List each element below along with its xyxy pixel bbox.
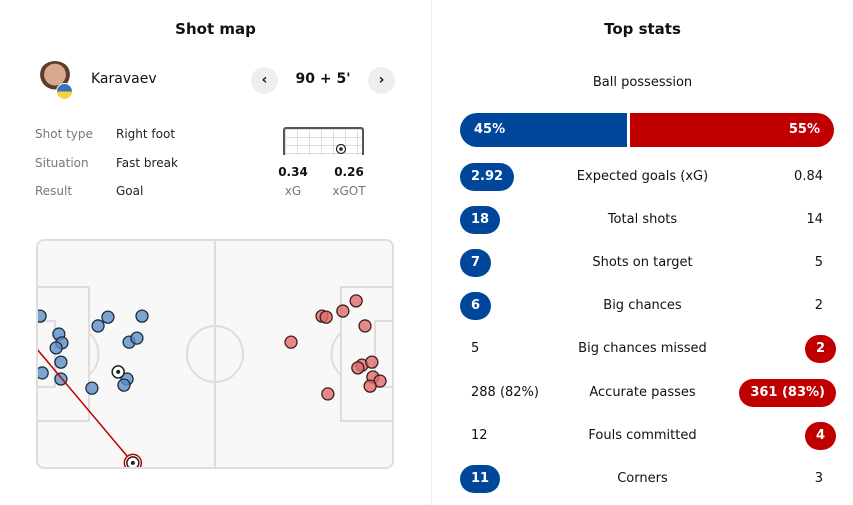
situation-label: Situation: [35, 156, 89, 170]
stat-name: Big chances: [603, 298, 682, 313]
ball-icon: [335, 143, 347, 155]
stat-away-pill: 2: [804, 335, 836, 363]
ball-icon: [130, 460, 135, 465]
result-label: Result: [35, 184, 73, 198]
stat-home-pill: 11: [460, 465, 501, 493]
stat-name: Total shots: [607, 212, 678, 227]
shot-type-value: Right foot: [116, 127, 176, 141]
stat-row: 18 Total shots 14: [432, 206, 853, 236]
possession-away-bar: 55%: [630, 113, 834, 147]
xgot-value: 0.26: [334, 165, 364, 179]
away-shot-dot[interactable]: [363, 379, 377, 393]
player-name[interactable]: Karavaev: [91, 71, 157, 87]
stat-row: 11 Corners 3: [432, 465, 853, 495]
away-shot-dot[interactable]: [365, 355, 379, 369]
away-shot-dot[interactable]: [358, 319, 372, 333]
home-shot-dot[interactable]: [54, 355, 68, 369]
stat-away-pill: 361 (83%): [739, 379, 836, 407]
stat-home-pill: 18: [460, 206, 501, 234]
stat-home-pill: 2.92: [460, 163, 515, 191]
chevron-right-icon: ›: [378, 72, 385, 88]
stat-away-pill: 4: [804, 422, 836, 450]
stat-away-value: 2: [814, 298, 823, 313]
possession-home-bar: 45%: [460, 113, 627, 147]
home-shot-dot[interactable]: [130, 331, 144, 345]
stat-away-value: 3: [814, 471, 823, 486]
previous-shot-button[interactable]: ‹: [251, 67, 278, 94]
stat-row: 2.92 Expected goals (xG) 0.84: [432, 163, 853, 193]
stat-row: 7 Shots on target 5: [432, 249, 853, 279]
stat-name: Shots on target: [592, 255, 693, 270]
ball-icon: [116, 369, 121, 374]
home-shot-dot[interactable]: [49, 341, 63, 355]
shot-map-panel: Shot map Karavaev ‹ 90 + 5' › Shot type …: [35, 20, 395, 469]
home-shot-dot[interactable]: [38, 309, 47, 323]
xgot-label: xGOT: [332, 184, 366, 198]
pitch-svg: [38, 241, 392, 467]
home-shot-dot[interactable]: [38, 366, 49, 380]
away-shot-dot[interactable]: [284, 335, 298, 349]
stat-name: Accurate passes: [589, 385, 696, 400]
away-shot-dot[interactable]: [319, 310, 333, 324]
away-shot-dot[interactable]: [321, 387, 335, 401]
home-shot-dot[interactable]: [101, 310, 115, 324]
away-shot-dot[interactable]: [351, 361, 365, 375]
shot-map-title: Shot map: [175, 20, 256, 38]
ukraine-flag-icon: [56, 83, 73, 100]
home-shot-dot[interactable]: [117, 378, 131, 392]
stat-home-value: 288 (82%): [471, 385, 539, 400]
xg-value: 0.34: [278, 165, 308, 179]
stat-name: Fouls committed: [588, 428, 697, 443]
stat-home-pill: 6: [460, 292, 492, 320]
possession-label: Ball possession: [592, 75, 693, 90]
home-shot-dot[interactable]: [135, 309, 149, 323]
away-shot-dot[interactable]: [349, 294, 363, 308]
home-shot-dot[interactable]: [91, 319, 105, 333]
chevron-left-icon: ‹: [261, 72, 268, 88]
shot-trajectory-line[interactable]: [38, 348, 134, 464]
goal-frame: [283, 127, 364, 155]
possession-away-value: 55%: [788, 122, 820, 137]
stat-away-value: 5: [814, 255, 823, 270]
away-shot-dot[interactable]: [336, 304, 350, 318]
possession-home-value: 45%: [474, 122, 506, 137]
top-stats-panel: Top stats Ball possession 45% 55% 2.92 Ex…: [432, 0, 853, 505]
home-shot-dot[interactable]: [85, 381, 99, 395]
stat-row: 6 Big chances 2: [432, 292, 853, 322]
stat-home-value: 12: [471, 428, 488, 443]
next-shot-button[interactable]: ›: [368, 67, 395, 94]
stat-row: 5 Big chances missed 2: [432, 335, 853, 365]
top-stats-title: Top stats: [604, 20, 681, 38]
xg-label: xG: [284, 184, 302, 198]
pitch: [36, 239, 394, 469]
panel-divider: [431, 0, 432, 505]
stat-name: Expected goals (xG): [576, 169, 709, 184]
stat-away-value: 0.84: [794, 169, 823, 184]
pitch-lines: [38, 241, 392, 467]
stat-name: Big chances missed: [578, 341, 707, 356]
shot-minute: 90 + 5': [295, 71, 351, 87]
situation-value: Fast break: [116, 156, 178, 170]
stat-home-value: 5: [471, 341, 480, 356]
stat-row: 12 Fouls committed 4: [432, 422, 853, 452]
result-value: Goal: [116, 184, 144, 198]
stat-name: Corners: [617, 471, 668, 486]
shot-type-label: Shot type: [35, 127, 93, 141]
stat-home-pill: 7: [460, 249, 492, 277]
stat-row: 288 (82%) Accurate passes 361 (83%): [432, 379, 853, 409]
stat-away-value: 14: [806, 212, 823, 227]
